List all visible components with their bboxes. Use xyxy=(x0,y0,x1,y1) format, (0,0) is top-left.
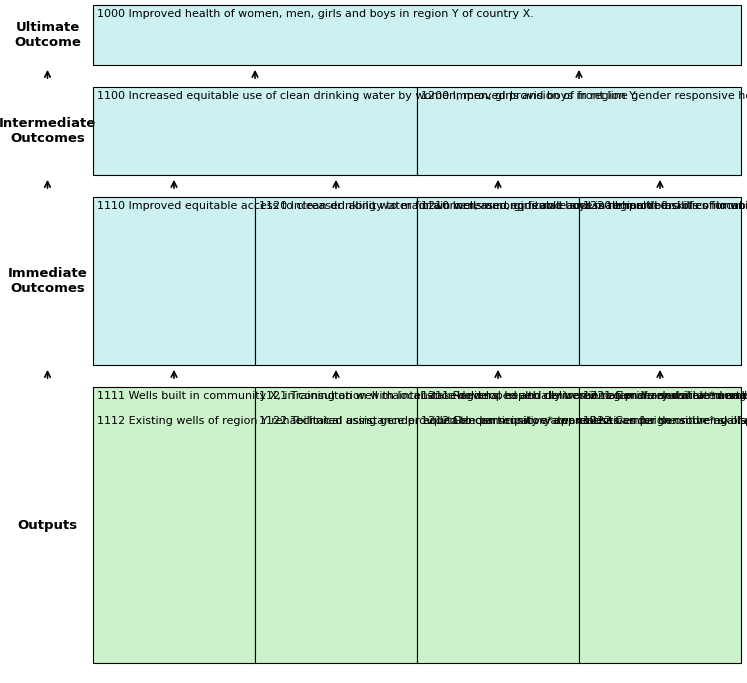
Text: 1200 Improved provision of front line gender responsive health services to women: 1200 Improved provision of front line ge… xyxy=(421,91,747,101)
Bar xyxy=(579,197,741,365)
Text: 1121 Training on well maintenance developed and delivered to female and male mem: 1121 Training on well maintenance develo… xyxy=(259,391,747,426)
Text: 1111 Wells built in community X, in consultation with local stakeholders, especi: 1111 Wells built in community X, in cons… xyxy=(97,391,747,426)
Bar xyxy=(579,387,741,663)
Text: 1221 Gender sensitive* materials for skills development programs and on-the-job : 1221 Gender sensitive* materials for ski… xyxy=(583,391,747,426)
Bar xyxy=(417,197,579,365)
Text: Immediate
Outcomes: Immediate Outcomes xyxy=(7,267,87,295)
Bar xyxy=(417,87,741,175)
Text: 1000 Improved health of women, men, girls and boys in region Y of country X.: 1000 Improved health of women, men, girl… xyxy=(97,9,534,19)
Bar xyxy=(255,387,417,663)
Text: 1211 Regional health centres in region Y rehabilitated and equipped.

1212 Gende: 1211 Regional health centres in region Y… xyxy=(421,391,747,426)
Text: 1210 Increased equitable access to health facilities for women, men, girls and b: 1210 Increased equitable access to healt… xyxy=(421,201,747,211)
Text: Intermediate
Outcomes: Intermediate Outcomes xyxy=(0,117,96,145)
Bar xyxy=(255,197,417,365)
Bar xyxy=(93,197,255,365)
Text: 1220 Improved skills of local health centre male and female staff in gender sens: 1220 Improved skills of local health cen… xyxy=(583,201,747,211)
Text: 1100 Increased equitable use of clean drinking water by women, men, girls and bo: 1100 Increased equitable use of clean dr… xyxy=(97,91,637,101)
Bar xyxy=(93,5,741,65)
Text: Ultimate
Outcome: Ultimate Outcome xyxy=(14,21,81,49)
Text: Outputs: Outputs xyxy=(17,518,78,531)
Bar xyxy=(93,387,255,663)
Text: 1110 Improved equitable access to clean drinking water for women, men, girls and: 1110 Improved equitable access to clean … xyxy=(97,201,656,211)
Bar xyxy=(93,87,417,175)
Text: 1120 Increased ability to maintain wells among female and male members of commun: 1120 Increased ability to maintain wells… xyxy=(259,201,747,211)
Bar xyxy=(417,387,579,663)
